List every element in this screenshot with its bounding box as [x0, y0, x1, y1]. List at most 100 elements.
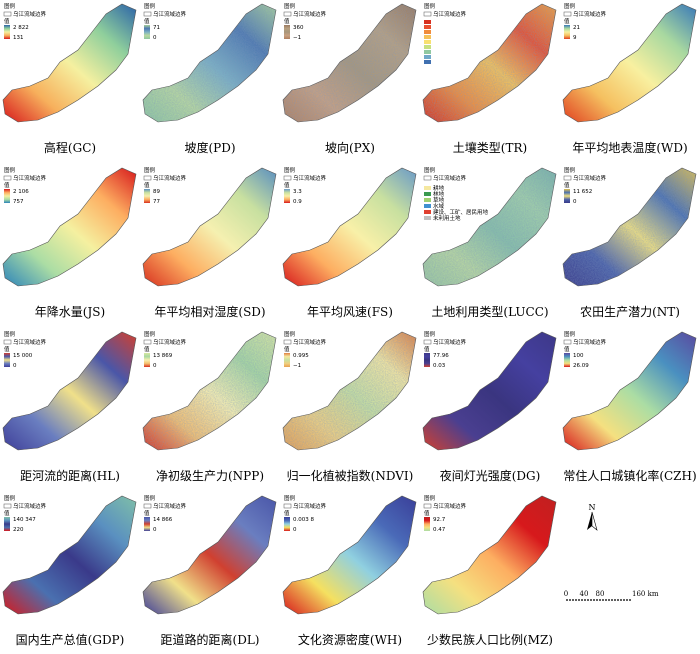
- caption: 净初级生产力(NPP): [156, 469, 264, 483]
- legend-ramp: [284, 517, 290, 531]
- north-arrow: [591, 511, 598, 531]
- caption: 少数民族人口比例(MZ): [427, 632, 553, 647]
- caption: 坡度(PD): [184, 140, 235, 155]
- legend-min: 0: [573, 199, 577, 205]
- legend-ramp: [144, 353, 150, 367]
- legend-ramp: [564, 353, 570, 367]
- legend-boundary-swatch: [563, 175, 572, 181]
- legend-title: 图例: [4, 166, 16, 174]
- legend-boundary: 乌江流域边界: [573, 338, 607, 346]
- basin-map: [142, 167, 277, 287]
- legend-boundary-swatch: [143, 175, 152, 181]
- basin-map: [2, 167, 137, 287]
- basin-texture: [283, 332, 416, 450]
- caption: 土壤类型(TR): [453, 140, 527, 155]
- legend-swatch: [424, 35, 431, 39]
- basin-map: [2, 331, 137, 451]
- caption: 高程(GC): [44, 140, 96, 155]
- legend-title: 图例: [284, 330, 296, 338]
- legend-title: 图例: [424, 330, 436, 338]
- legend-title: 图例: [424, 494, 436, 502]
- legend-value: 值: [424, 345, 430, 353]
- legend-max: 89: [153, 189, 160, 195]
- legend-value: 值: [284, 17, 290, 25]
- legend-max: 3.3: [293, 189, 302, 195]
- legend-class: 水域: [433, 202, 445, 210]
- legend-class: 草地: [433, 196, 445, 204]
- legend-min: 0.9: [293, 199, 302, 205]
- legend-boundary-swatch: [283, 339, 292, 345]
- legend-swatch: [424, 30, 431, 34]
- legend-boundary: 乌江流域边界: [293, 10, 327, 18]
- caption: 年平均风速(FS): [307, 305, 393, 319]
- legend-max: 0.995: [293, 353, 309, 359]
- legend-boundary-swatch: [283, 503, 292, 509]
- basin-map: [142, 495, 277, 615]
- legend-boundary-swatch: [423, 175, 432, 181]
- legend-title: 图例: [284, 2, 296, 10]
- legend-title: 图例: [424, 2, 436, 10]
- caption: 土地利用类型(LUCC): [431, 305, 548, 319]
- legend-ramp: [144, 25, 150, 39]
- legend-boundary-swatch: [423, 11, 432, 17]
- legend-value: 值: [4, 509, 10, 517]
- basin-map: [2, 3, 137, 123]
- legend-title: 图例: [4, 494, 16, 502]
- legend-swatch: [424, 45, 431, 49]
- basin-texture: [423, 168, 556, 286]
- legend-value: 值: [144, 509, 150, 517]
- caption: 农田生产潜力(NT): [580, 305, 680, 319]
- legend-class: 建设、工矿、居民用地: [433, 208, 489, 216]
- legend-swatch: [424, 216, 431, 220]
- legend-boundary: 乌江流域边界: [293, 502, 327, 510]
- legend-value: 值: [564, 17, 570, 25]
- legend-value: 值: [4, 17, 10, 25]
- legend-max: 100: [573, 353, 584, 359]
- legend-boundary: 乌江流域边界: [13, 174, 47, 182]
- legend-boundary-swatch: [3, 11, 12, 17]
- legend-title: 图例: [144, 330, 156, 338]
- basin-texture: [283, 4, 416, 122]
- scale-label: 0: [564, 590, 568, 598]
- legend-value: 值: [144, 181, 150, 189]
- legend-title: 图例: [564, 2, 576, 10]
- legend-ramp: [564, 25, 570, 39]
- legend-swatch: [424, 204, 431, 208]
- caption: 国内生产总值(GDP): [16, 632, 125, 647]
- legend-boundary: 乌江流域边界: [153, 10, 187, 18]
- legend-boundary-swatch: [3, 175, 12, 181]
- legend-ramp: [564, 189, 570, 203]
- legend-min: 131: [13, 35, 24, 41]
- legend-boundary: 乌江流域边界: [153, 338, 187, 346]
- legend-swatch: [424, 20, 431, 24]
- legend-boundary: 乌江流域边界: [13, 10, 47, 18]
- legend-value: 值: [424, 509, 430, 517]
- caption: 年降水量(JS): [35, 305, 105, 319]
- legend-min: 9: [573, 35, 577, 41]
- legend-max: 11 652: [573, 189, 592, 195]
- legend-max: 14 866: [153, 517, 173, 523]
- legend-value: 值: [284, 181, 290, 189]
- caption: 年平均相对湿度(SD): [154, 304, 265, 319]
- legend-min: 0: [153, 363, 157, 369]
- legend-boundary: 乌江流域边界: [293, 338, 327, 346]
- legend-boundary-swatch: [563, 11, 572, 17]
- legend-ramp: [4, 189, 10, 203]
- legend-boundary-swatch: [143, 339, 152, 345]
- legend-title: 图例: [564, 166, 576, 174]
- legend-max: 140 347: [13, 517, 36, 523]
- legend-boundary: 乌江流域边界: [13, 502, 47, 510]
- legend-min: 0.03: [433, 363, 446, 369]
- legend-boundary-swatch: [143, 11, 152, 17]
- legend-boundary: 乌江流域边界: [153, 502, 187, 510]
- legend-boundary-swatch: [563, 339, 572, 345]
